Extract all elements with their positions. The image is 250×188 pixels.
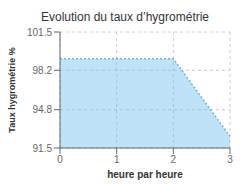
- svg-text:94.8: 94.8: [33, 104, 53, 115]
- svg-text:2: 2: [171, 154, 177, 165]
- html-text:Evolution du taux d’hygrométri: Evolution du taux d’hygrométrie: [41, 10, 209, 24]
- svg-text:101.5: 101.5: [27, 27, 52, 38]
- svg-text:heure par heure: heure par heure: [107, 169, 183, 180]
- svg-text:0: 0: [57, 154, 63, 165]
- svg-text:Taux hygrométrie %: Taux hygrométrie %: [8, 47, 17, 132]
- svg-text:91.5: 91.5: [33, 143, 53, 154]
- svg-text:3: 3: [227, 154, 233, 165]
- svg-text:1: 1: [114, 154, 120, 165]
- svg-text:98.2: 98.2: [33, 65, 53, 76]
